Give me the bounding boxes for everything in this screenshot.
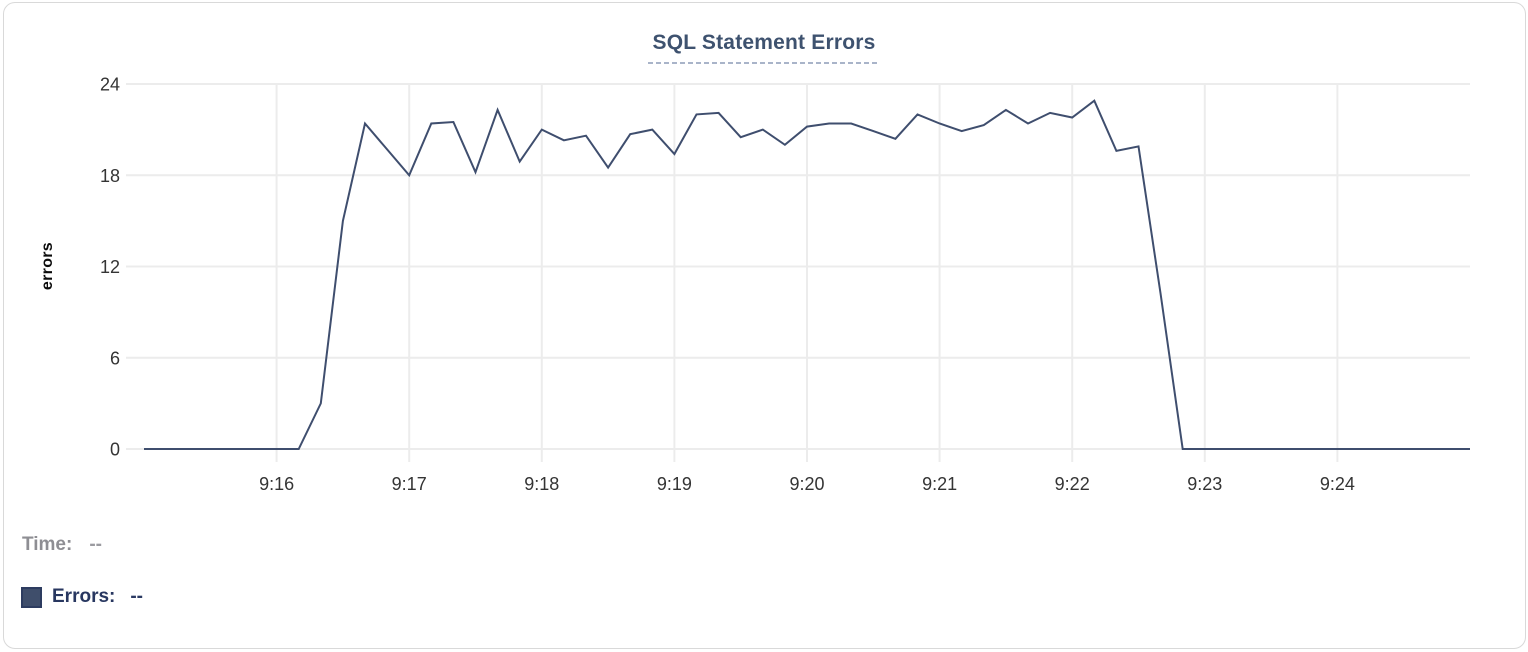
svg-text:12: 12 bbox=[100, 257, 120, 277]
svg-text:9:22: 9:22 bbox=[1055, 474, 1090, 494]
errors-series-swatch-icon bbox=[21, 586, 42, 608]
legend-time-label: Time: bbox=[22, 534, 73, 555]
svg-text:18: 18 bbox=[100, 166, 120, 186]
svg-text:24: 24 bbox=[100, 75, 120, 95]
legend-errors-label: Errors: bbox=[52, 586, 116, 607]
card-background bbox=[3, 2, 1526, 649]
title-row: SQL Statement Errors bbox=[0, 31, 1528, 64]
svg-text:9:20: 9:20 bbox=[789, 474, 824, 494]
svg-text:6: 6 bbox=[110, 348, 120, 368]
svg-text:9:18: 9:18 bbox=[524, 474, 559, 494]
svg-text:9:16: 9:16 bbox=[259, 474, 294, 494]
legend-errors-row: Errors: -- bbox=[21, 586, 143, 608]
svg-text:9:23: 9:23 bbox=[1187, 474, 1222, 494]
chart-title[interactable]: SQL Statement Errors bbox=[648, 31, 880, 64]
legend-time-row: Time: -- bbox=[22, 534, 102, 556]
svg-text:9:17: 9:17 bbox=[392, 474, 427, 494]
legend-time-value: -- bbox=[89, 534, 102, 555]
svg-text:0: 0 bbox=[110, 440, 120, 460]
svg-text:9:19: 9:19 bbox=[657, 474, 692, 494]
legend-errors-value: -- bbox=[130, 586, 144, 607]
svg-text:9:21: 9:21 bbox=[922, 474, 957, 494]
svg-text:9:24: 9:24 bbox=[1320, 474, 1355, 494]
